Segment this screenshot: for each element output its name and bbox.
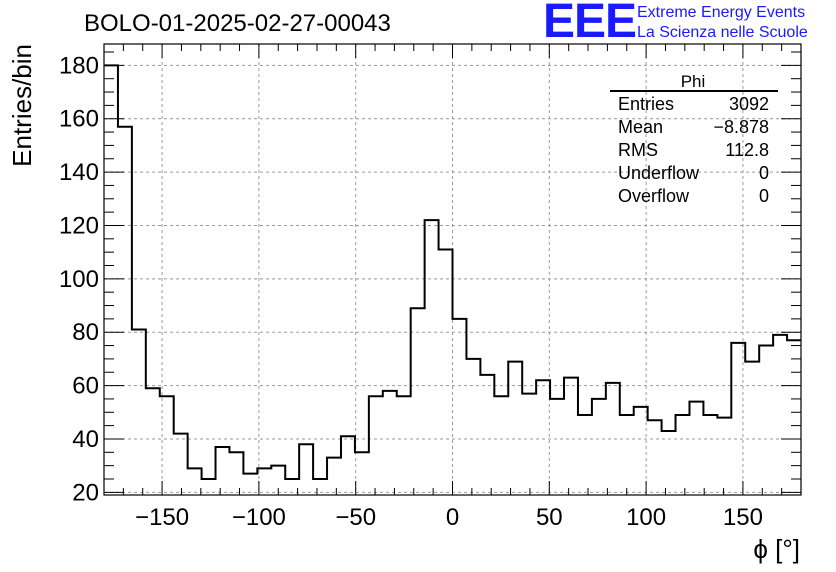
stats-label: Entries — [618, 94, 674, 114]
stats-value: 0 — [759, 163, 769, 183]
y-tick-label: 40 — [72, 426, 99, 453]
stats-name: Phi — [681, 72, 706, 91]
stats-label: Underflow — [618, 163, 700, 183]
x-tick-label: −150 — [135, 504, 189, 531]
stats-label: Mean — [618, 117, 663, 137]
x-tick-labels: −150 −100 −50 0 50 100 150 — [135, 504, 763, 531]
y-tick-label: 60 — [72, 373, 99, 400]
y-tick-labels: 20 40 60 80 100 120 140 160 180 — [59, 52, 99, 506]
eee-logo: EEE — [543, 0, 637, 48]
y-tick-label: 100 — [59, 266, 99, 293]
stats-label: RMS — [618, 140, 658, 160]
histogram-outline — [104, 64, 801, 480]
y-axis-label: Entries/bin — [7, 44, 37, 167]
stats-value: −8.878 — [713, 117, 769, 137]
x-tick-label: 0 — [446, 504, 459, 531]
y-tick-label: 120 — [59, 212, 99, 239]
logo-line-2: La Scienza nelle Scuole — [637, 24, 808, 41]
stats-value: 112.8 — [725, 140, 769, 160]
histogram-series — [104, 64, 801, 480]
logo-line-1: Extreme Energy Events — [637, 4, 806, 21]
stats-value: 0 — [759, 186, 769, 206]
y-tick-label: 80 — [72, 319, 99, 346]
stats-value: 3092 — [729, 94, 769, 114]
stats-box: Phi Entries 3092 Mean −8.878 RMS 112.8 Underfl… — [610, 72, 778, 206]
x-tick-label: 150 — [723, 504, 763, 531]
x-tick-label: 100 — [626, 504, 666, 531]
x-tick-label: −50 — [335, 504, 376, 531]
x-tick-label: −100 — [232, 504, 286, 531]
x-axis-label: ϕ [°] — [753, 534, 800, 564]
x-tick-label: 50 — [536, 504, 563, 531]
axis-ticks — [103, 44, 802, 495]
y-tick-label: 140 — [59, 159, 99, 186]
y-tick-label: 160 — [59, 106, 99, 133]
stats-label: Overflow — [618, 186, 690, 206]
y-tick-label: 180 — [59, 52, 99, 79]
y-tick-label: 20 — [72, 479, 99, 506]
chart-title: BOLO-01-2025-02-27-00043 — [84, 10, 391, 37]
